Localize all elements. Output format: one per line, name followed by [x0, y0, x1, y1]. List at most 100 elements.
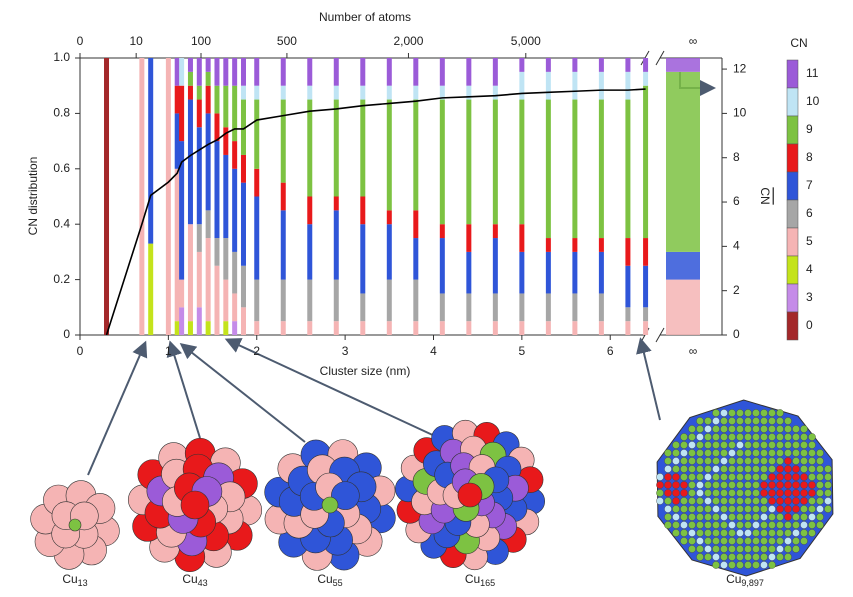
atom [760, 417, 768, 425]
atom [744, 481, 752, 489]
atom [744, 417, 752, 425]
atom [768, 481, 776, 489]
subscript: 165 [480, 578, 495, 588]
bar-segment [196, 307, 202, 335]
atom [744, 473, 752, 481]
bar-segment [214, 238, 220, 266]
bar-segment [196, 99, 202, 128]
atom [672, 513, 680, 521]
atom [664, 513, 672, 521]
atom [768, 521, 776, 529]
top-tick-label: 0 [77, 34, 84, 48]
bar-segment [625, 307, 631, 322]
atom [792, 489, 800, 497]
y-axis-title: CN distribution [26, 157, 40, 236]
bar-segment [598, 321, 604, 335]
bar-segment [643, 321, 649, 335]
atom [736, 433, 744, 441]
bar-segment [572, 71, 578, 100]
atom [331, 481, 360, 510]
x-axis-title: Cluster size (nm) [320, 364, 411, 378]
bar-segment [232, 141, 238, 169]
bar-segment [466, 99, 472, 225]
atom [720, 489, 728, 497]
atom [784, 529, 792, 537]
y-tick-label: 0.8 [53, 106, 70, 120]
atom [768, 433, 776, 441]
structure-label: Cu9,897 [726, 572, 764, 588]
atom [800, 537, 808, 545]
atom [728, 497, 736, 505]
atom [704, 497, 712, 505]
atom [704, 465, 712, 473]
atom [728, 417, 736, 425]
atom [752, 473, 760, 481]
atom [712, 417, 720, 425]
bar-segment [545, 293, 551, 322]
formula: Cu [62, 572, 77, 586]
bar-segment [492, 238, 498, 294]
atom [736, 425, 744, 433]
atom [664, 457, 672, 465]
bar-segment [545, 58, 551, 72]
atom [704, 417, 712, 425]
bar-segment [280, 279, 286, 322]
atom [816, 481, 824, 489]
atom [784, 537, 792, 545]
bar-segment [307, 321, 313, 335]
atom [696, 545, 704, 553]
atom [792, 545, 800, 553]
bar-segment [598, 238, 604, 252]
atom [808, 521, 816, 529]
atom [760, 537, 768, 545]
atom [712, 561, 720, 569]
atom [744, 497, 752, 505]
bar-segment [174, 113, 180, 169]
atom [664, 465, 672, 473]
atom [760, 449, 768, 457]
bar-segment [386, 321, 392, 335]
atom [672, 529, 680, 537]
bar-segment [413, 85, 419, 100]
bar-segment [386, 224, 392, 280]
atom [792, 505, 800, 513]
atom [792, 529, 800, 537]
atom [736, 481, 744, 489]
atom [768, 441, 776, 449]
atom [720, 537, 728, 545]
top-break-label: ∞ [689, 34, 698, 48]
atom [688, 441, 696, 449]
atom [736, 449, 744, 457]
atom [744, 441, 752, 449]
bar-segment [598, 58, 604, 72]
atom [816, 457, 824, 465]
atom [728, 441, 736, 449]
bar-segment [333, 210, 339, 280]
legend-swatch [786, 227, 799, 257]
atom [696, 449, 704, 457]
legend-swatch [786, 143, 799, 173]
formula: Cu [465, 572, 480, 586]
atom [680, 481, 688, 489]
atom [816, 449, 824, 457]
atom [752, 545, 760, 553]
bar-segment [232, 58, 238, 86]
atom [784, 481, 792, 489]
atom [752, 417, 760, 425]
atom [816, 521, 824, 529]
bar-segment [280, 58, 286, 86]
atom [720, 417, 728, 425]
bar-segment [179, 85, 185, 142]
bar-segment [625, 321, 631, 335]
bar-segment [643, 307, 649, 322]
bar-segment [545, 99, 551, 239]
atom [776, 417, 784, 425]
bar-segment [519, 71, 525, 100]
atom [760, 441, 768, 449]
atom [792, 537, 800, 545]
atom [696, 441, 704, 449]
atom [680, 537, 688, 545]
bar-segment [307, 196, 313, 225]
atom [784, 545, 792, 553]
bar-segment [196, 127, 202, 225]
